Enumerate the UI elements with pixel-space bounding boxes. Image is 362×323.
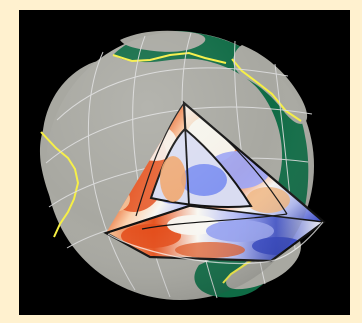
earth-tomography-diagram [39,30,326,300]
globe-shading [46,32,314,300]
figure-panel [19,10,350,315]
